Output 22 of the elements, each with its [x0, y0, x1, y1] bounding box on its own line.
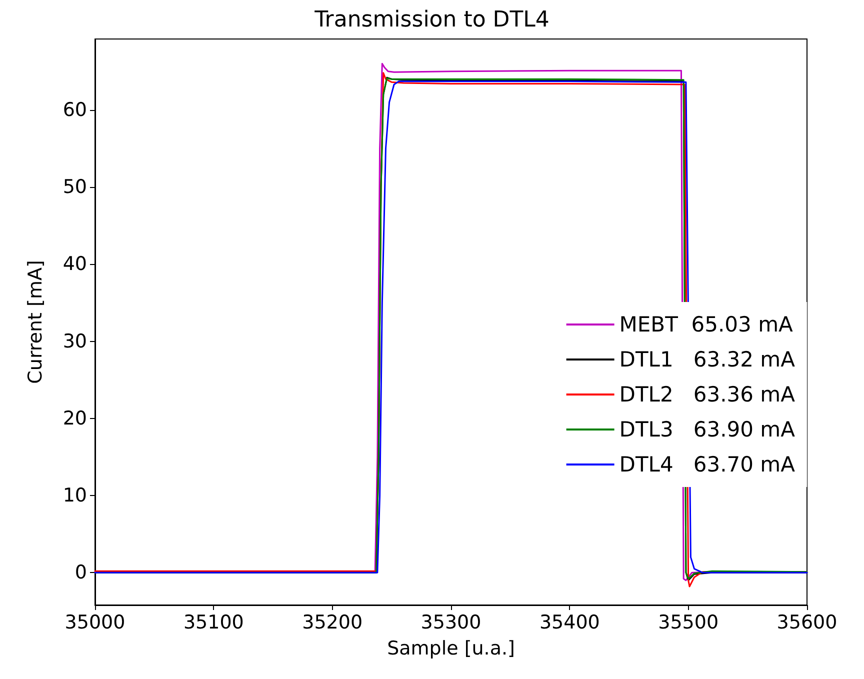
y-tick-label: 30 [62, 330, 87, 352]
y-tick-label: 20 [62, 407, 87, 430]
x-tick-label: 35500 [658, 612, 719, 634]
x-tick-label: 35300 [420, 612, 482, 634]
y-tick-label: 0 [74, 562, 87, 584]
x-axis-title: Sample [u.a.] [387, 638, 515, 660]
legend-label: DTL4 63.70 mA [619, 452, 796, 476]
legend-label: DTL3 63.90 mA [619, 418, 796, 442]
chart-title: Transmission to DTL4 [314, 8, 550, 32]
legend-label: DTL2 63.36 mA [619, 382, 796, 406]
y-tick-label: 60 [62, 98, 87, 121]
y-tick-label: 10 [62, 484, 87, 506]
y-axis-title: Current [mA] [24, 260, 46, 384]
x-tick-label: 35200 [302, 612, 363, 634]
x-tick-label: 35100 [183, 612, 244, 634]
legend-label: DTL1 63.32 mA [619, 348, 796, 372]
legend-label: MEBT 65.03 mA [619, 312, 794, 336]
x-tick-label: 35600 [776, 612, 838, 634]
x-tick-label: 35400 [539, 612, 600, 634]
x-tick-label: 35000 [64, 612, 126, 634]
y-tick-label: 50 [62, 176, 87, 198]
y-tick-label: 40 [62, 253, 87, 276]
